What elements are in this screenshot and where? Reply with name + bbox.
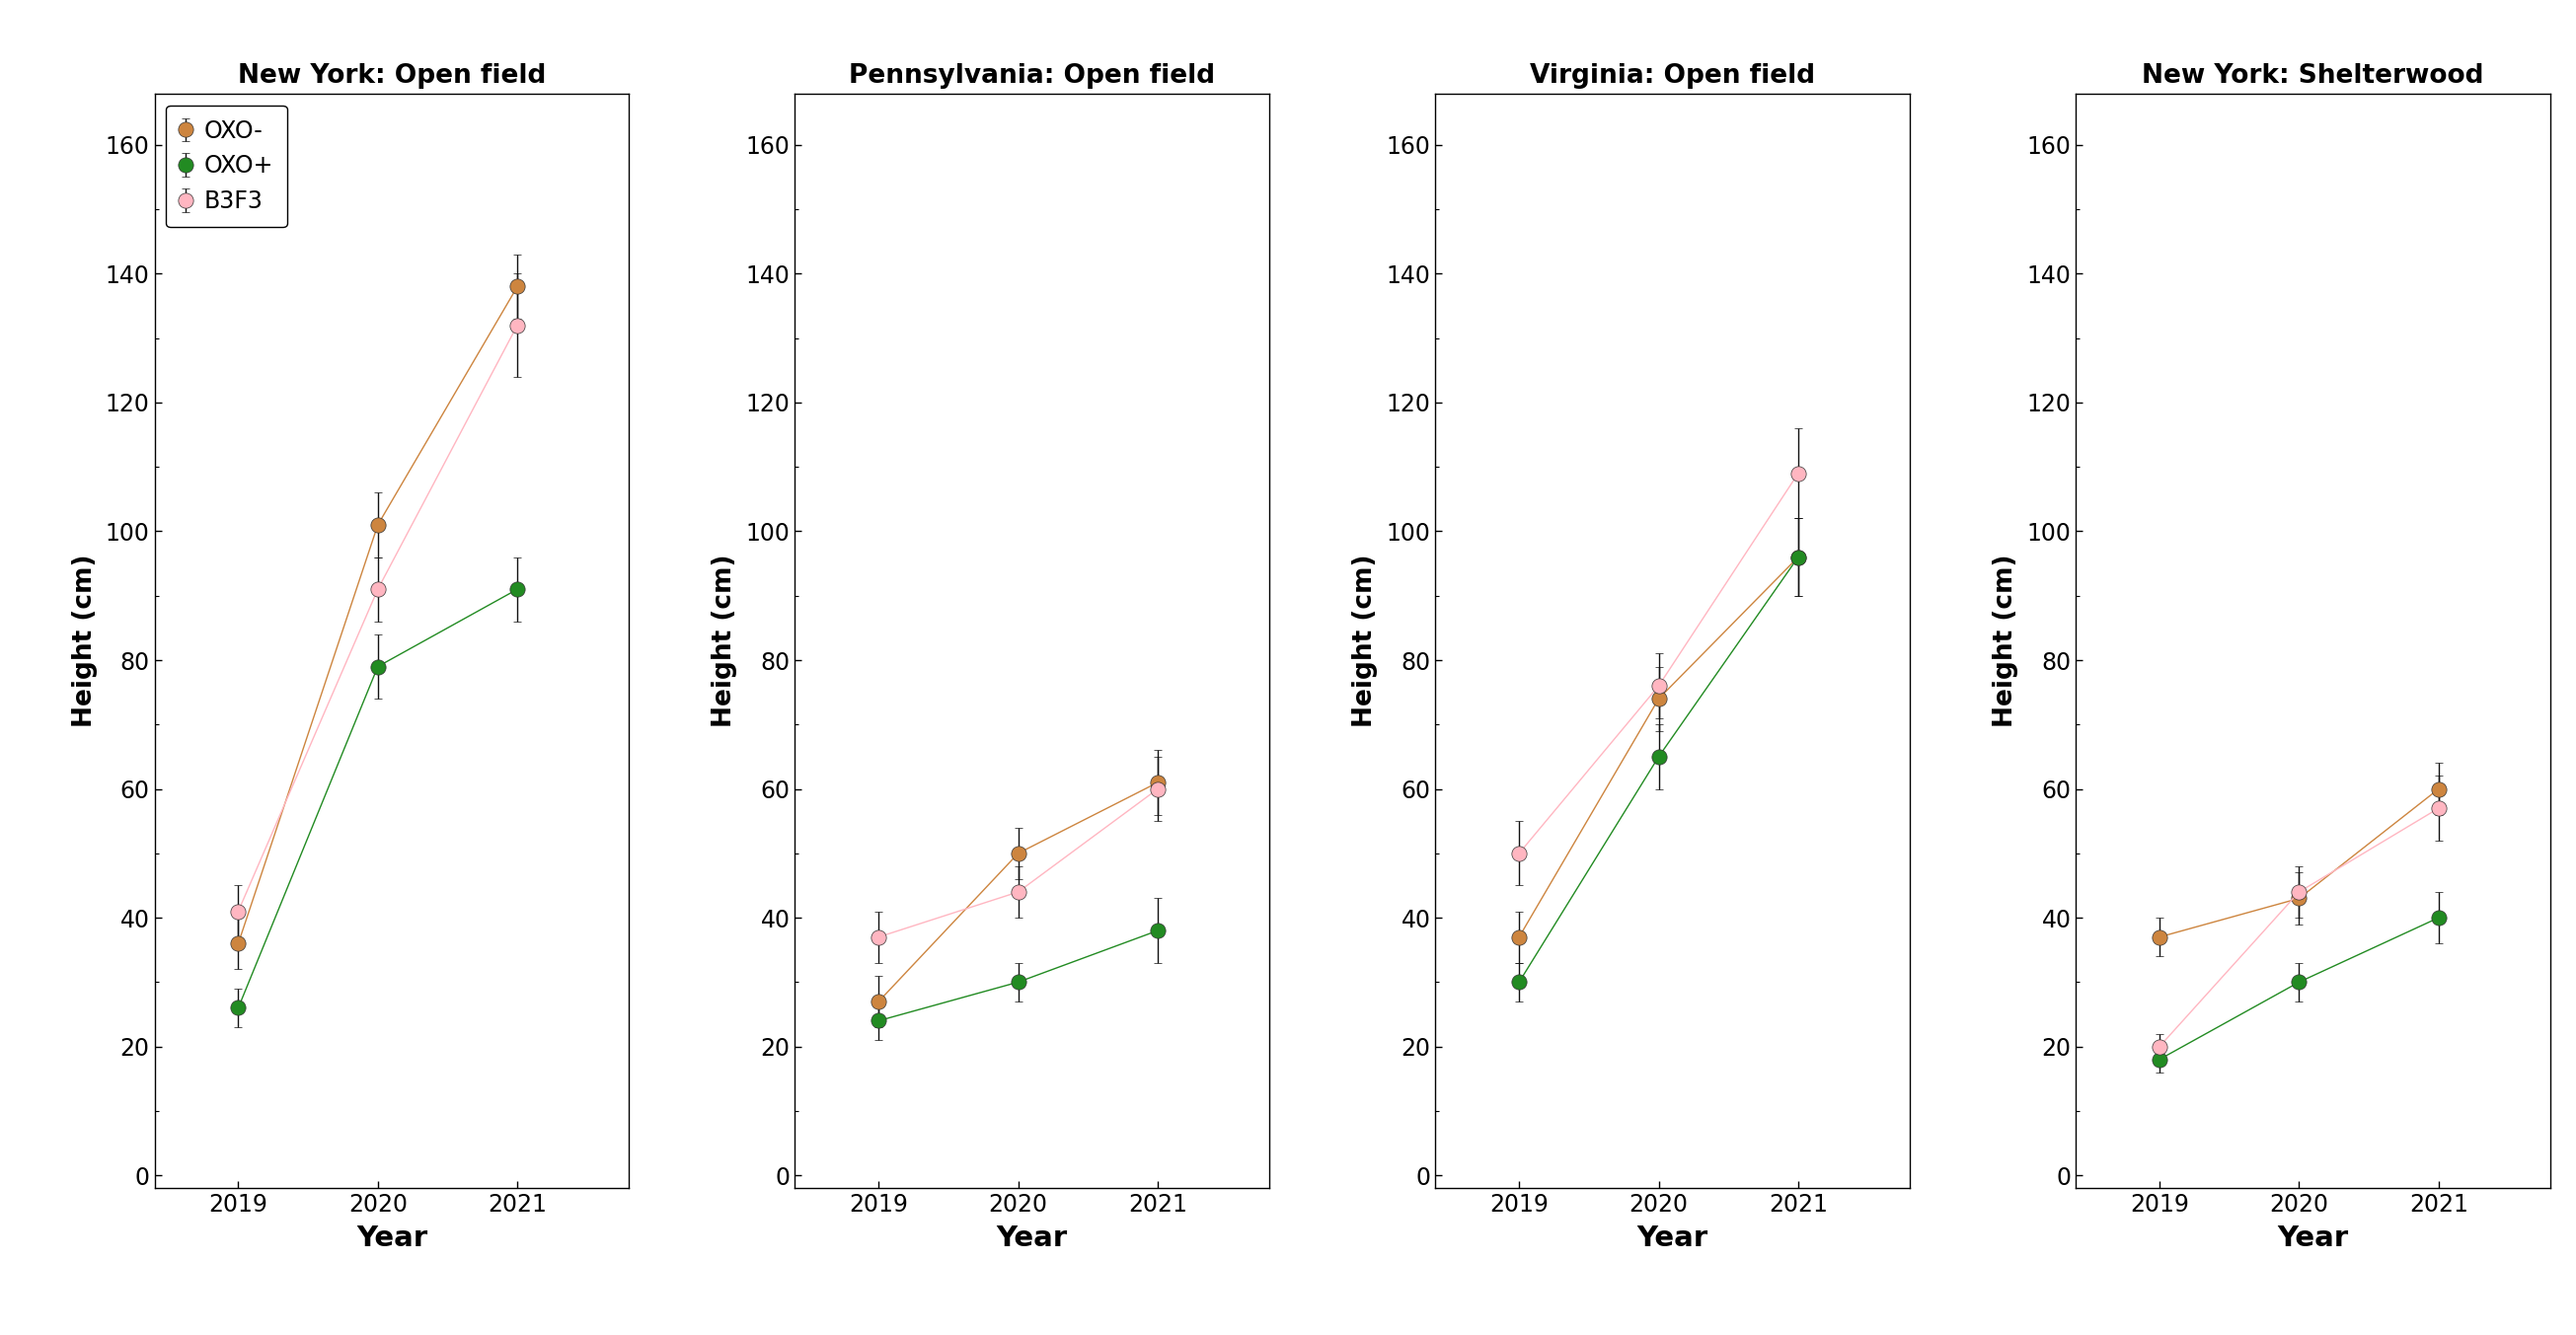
Legend: OXO-, OXO+, B3F3: OXO-, OXO+, B3F3 — [167, 105, 286, 227]
X-axis label: Year: Year — [355, 1224, 428, 1252]
Y-axis label: Height (cm): Height (cm) — [72, 554, 98, 728]
Y-axis label: Height (cm): Height (cm) — [711, 554, 737, 728]
Title: Virginia: Open field: Virginia: Open field — [1530, 63, 1816, 88]
Title: Pennsylvania: Open field: Pennsylvania: Open field — [850, 63, 1216, 88]
X-axis label: Year: Year — [1636, 1224, 1708, 1252]
X-axis label: Year: Year — [2277, 1224, 2349, 1252]
Y-axis label: Height (cm): Height (cm) — [1352, 554, 1378, 728]
X-axis label: Year: Year — [997, 1224, 1069, 1252]
Title: New York: Shelterwood: New York: Shelterwood — [2143, 63, 2483, 88]
Title: New York: Open field: New York: Open field — [237, 63, 546, 88]
Y-axis label: Height (cm): Height (cm) — [1994, 554, 2020, 728]
